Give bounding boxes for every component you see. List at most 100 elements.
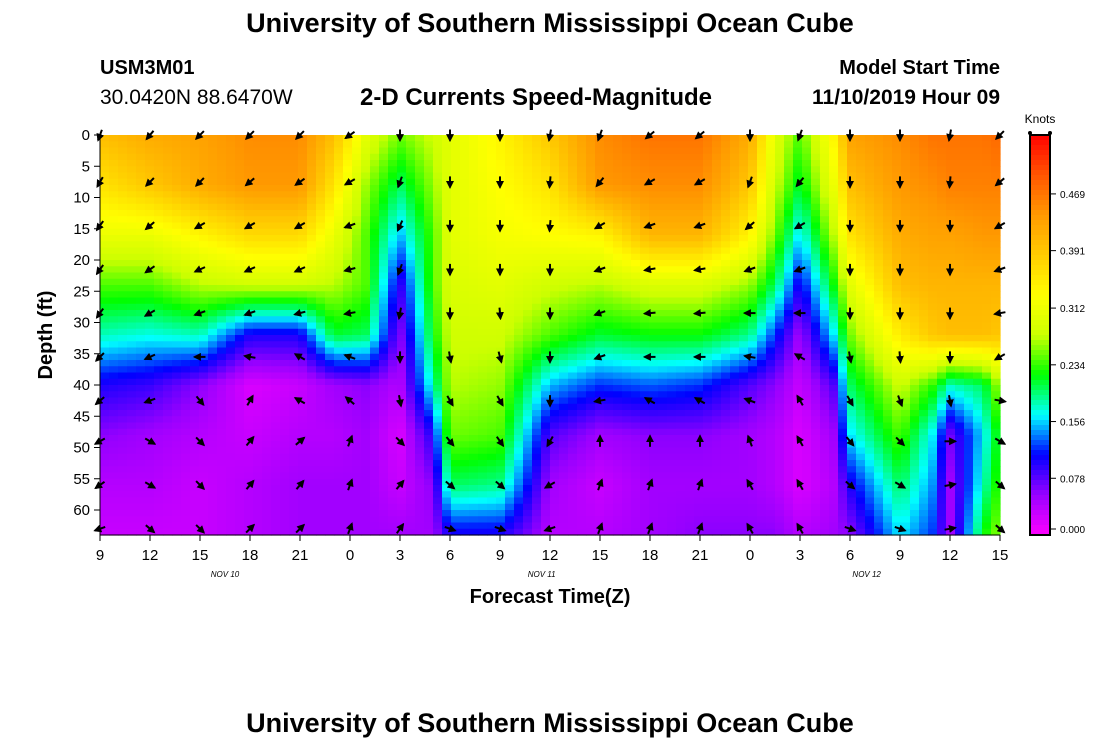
heatmap-cell (604, 310, 614, 317)
heatmap-cell (235, 378, 245, 386)
heatmap-cell (181, 416, 191, 424)
heatmap-cell (100, 322, 110, 330)
heatmap-cell (109, 147, 119, 155)
heatmap-cell (649, 197, 659, 205)
heatmap-cell (775, 435, 785, 442)
heatmap-cell (370, 178, 380, 186)
heatmap-cell (316, 360, 326, 367)
heatmap-cell (109, 135, 119, 142)
heatmap-cell (514, 316, 524, 324)
heatmap-cell (478, 178, 488, 186)
heatmap-cell (757, 347, 767, 355)
heatmap-cell (253, 166, 263, 174)
heatmap-cell (640, 491, 650, 499)
heatmap-cell (469, 135, 479, 142)
heatmap-cell (559, 366, 569, 374)
heatmap-cell (280, 147, 290, 155)
heatmap-cell (766, 403, 776, 411)
heatmap-cell (487, 153, 497, 161)
heatmap-cell (568, 153, 578, 161)
heatmap-cell (730, 285, 740, 292)
heatmap-cell (631, 497, 641, 505)
heatmap-cell (496, 153, 506, 161)
heatmap-cell (127, 353, 137, 361)
heatmap-cell (550, 422, 560, 430)
heatmap-cell (298, 210, 308, 217)
heatmap-cell (559, 216, 569, 224)
heatmap-cell (631, 191, 641, 199)
heatmap-cell (271, 428, 281, 436)
heatmap-cell (316, 316, 326, 324)
heatmap-cell (136, 441, 146, 449)
heatmap-cell (712, 466, 722, 474)
heatmap-cell (595, 185, 605, 192)
heatmap-cell (307, 403, 317, 411)
heatmap-cell (118, 516, 128, 524)
heatmap-cell (712, 503, 722, 511)
heatmap-cell (478, 378, 488, 386)
heatmap-cell (523, 403, 533, 411)
heatmap-cell (415, 472, 425, 480)
heatmap-cell (451, 422, 461, 430)
heatmap-cell (766, 510, 776, 517)
heatmap-cell (568, 460, 578, 467)
heatmap-cell (442, 247, 452, 255)
heatmap-cell (631, 341, 641, 349)
heatmap-cell (613, 197, 623, 205)
heatmap-cell (478, 222, 488, 230)
heatmap-cell (163, 185, 173, 192)
heatmap-cell (550, 447, 560, 455)
heatmap-cell (559, 247, 569, 255)
heatmap-cell (496, 372, 506, 380)
heatmap-cell (397, 297, 407, 305)
heatmap-cell (559, 203, 569, 211)
heatmap-cell (325, 516, 335, 524)
heatmap-cell (289, 203, 299, 211)
heatmap-cell (172, 435, 182, 442)
heatmap-cell (757, 510, 767, 517)
heatmap-cell (289, 447, 299, 455)
heatmap-cell (136, 347, 146, 355)
heatmap-cell (406, 335, 416, 342)
heatmap-cell (649, 341, 659, 349)
heatmap-cell (262, 222, 272, 230)
heatmap-cell (244, 453, 254, 461)
heatmap-cell (235, 135, 245, 142)
heatmap-cell (532, 378, 542, 386)
heatmap-cell (199, 360, 209, 367)
heatmap-cell (307, 385, 317, 392)
heatmap-cell (262, 241, 272, 249)
heatmap-cell (352, 485, 362, 492)
heatmap-cell (244, 291, 254, 299)
heatmap-cell (460, 185, 470, 192)
heatmap-cell (226, 447, 236, 455)
heatmap-cell (586, 316, 596, 324)
heatmap-cell (550, 241, 560, 249)
heatmap-cell (217, 435, 227, 442)
heatmap-cell (307, 222, 317, 230)
heatmap-cell (766, 210, 776, 217)
heatmap-cell (541, 435, 551, 442)
heatmap-cell (469, 310, 479, 317)
heatmap-cell (595, 272, 605, 280)
heatmap-cell (271, 147, 281, 155)
heatmap-cell (793, 172, 803, 180)
heatmap-cell (145, 291, 155, 299)
heatmap-cell (253, 416, 263, 424)
heatmap-cell (559, 310, 569, 317)
heatmap-cell (424, 416, 434, 424)
heatmap-cell (181, 172, 191, 180)
heatmap-cell (595, 360, 605, 367)
heatmap-cell (325, 291, 335, 299)
heatmap-cell (433, 166, 443, 174)
heatmap-cell (352, 491, 362, 499)
heatmap-cell (298, 378, 308, 386)
heatmap-cell (307, 247, 317, 255)
heatmap-cell (460, 191, 470, 199)
heatmap-cell (649, 247, 659, 255)
heatmap-cell (262, 253, 272, 261)
heatmap-cell (658, 522, 668, 530)
heatmap-cell (388, 522, 398, 530)
heatmap-cell (532, 197, 542, 205)
heatmap-cell (703, 328, 713, 336)
